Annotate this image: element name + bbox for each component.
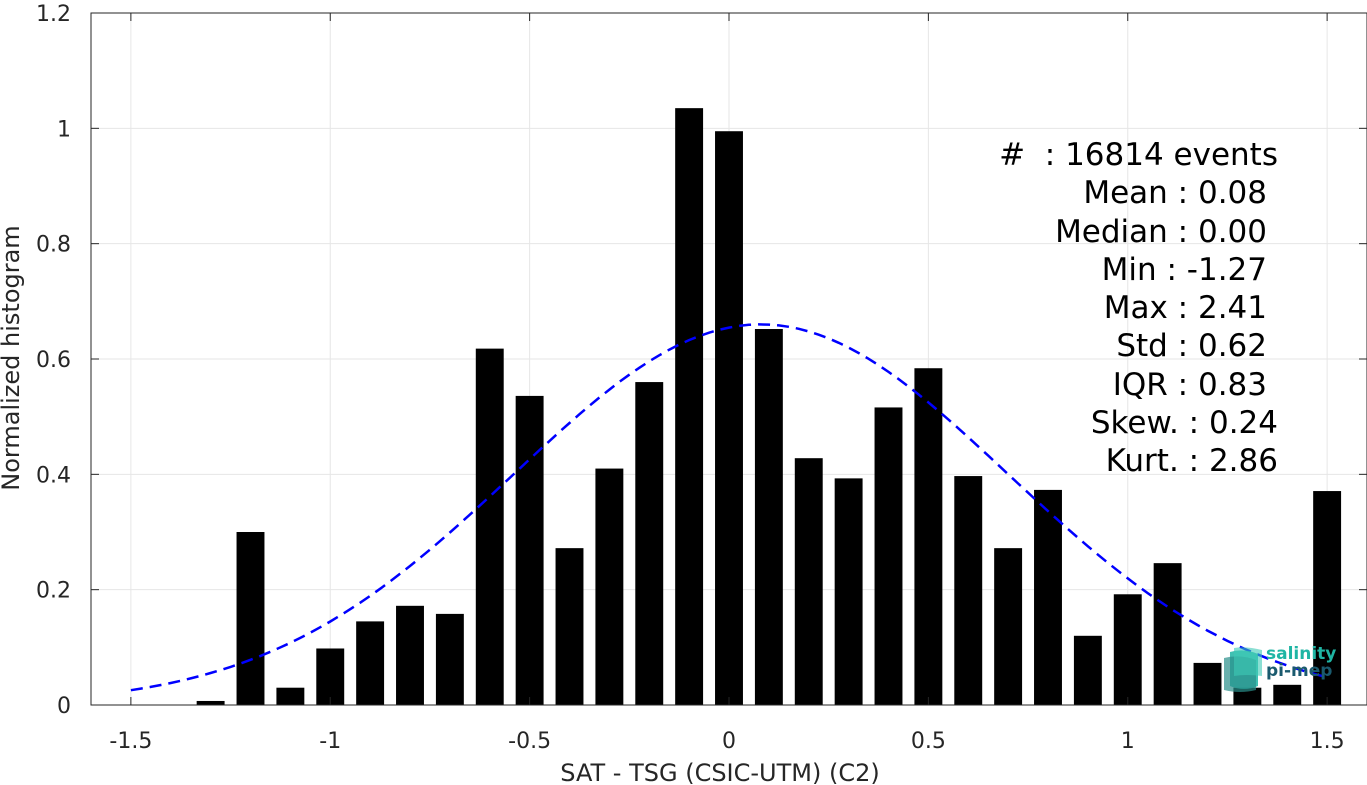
histogram-bar [1153,563,1182,705]
histogram-bar [1313,491,1342,705]
stat-std: Std : 0.62 [1116,328,1267,365]
histogram-bar [1233,687,1262,705]
stat-min: Min : -1.27 [1101,251,1267,288]
stat-max: Max : 2.41 [1103,290,1267,327]
histogram-bar [435,613,464,705]
y-tick-label: 0.8 [36,233,71,258]
y-tick-label: 0 [57,694,71,719]
histogram-bars [196,108,1342,705]
histogram-bar [1193,662,1222,705]
histogram-bar [715,131,743,705]
y-tick-label: 1.2 [36,2,71,27]
x-axis-title: SAT - TSG (CSIC-UTM) (C2) [560,759,879,785]
normal-fit-curve [130,323,1328,692]
logo-text: salinity pi-mep [1266,646,1336,680]
y-axis-title: Normalized histogram [0,225,25,490]
stat-median: Median : 0.00 [1055,213,1267,250]
x-tick-label: 1.5 [1310,729,1345,754]
histogram-bar [794,458,823,705]
x-tick-label: 0.5 [911,729,946,754]
histogram-bar [555,548,584,705]
logo-line-2: pi-mep [1266,661,1333,681]
x-axis-ticks: -1.5 -1 -0.5 0 0.5 1 1.5 [109,13,1345,754]
logo-waves-icon [1224,647,1262,692]
histogram-bar [316,648,345,705]
y-tick-label: 1 [57,117,71,142]
histogram-bar [635,382,664,705]
histogram-bar [1034,489,1062,705]
histogram-bar [914,368,943,705]
histogram-bar [994,548,1023,705]
histogram-bar [595,468,624,705]
x-tick-label: -1.5 [109,729,152,754]
histogram-bar [1273,684,1302,705]
y-tick-label: 0.6 [36,348,71,373]
histogram-bar [475,348,504,705]
stat-skew: Skew. : 0.24 [1090,405,1278,442]
histogram-bar [356,621,385,705]
y-axis-ticks: 0 0.2 0.4 0.6 0.8 1 1.2 [36,2,1367,719]
stat-iqr: IQR : 0.83 [1112,366,1267,403]
stat-mean: Mean : 0.08 [1083,175,1267,212]
stat-kurt: Kurt. : 2.86 [1105,443,1278,480]
statistics-box: # : 16814 events Mean : 0.08 Median : 0.… [900,136,1278,481]
histogram-bar [196,700,225,705]
x-tick-label: -0.5 [508,729,551,754]
y-tick-label: 0.2 [36,579,71,604]
histogram-bar [675,108,704,705]
histogram-bar [236,532,265,705]
histogram-bar [834,478,863,705]
histogram-bar [874,407,903,705]
histogram-bar [276,687,305,705]
histogram-bar [396,605,424,705]
y-tick-label: 0.4 [36,463,71,488]
histogram-bar [954,476,983,705]
x-tick-label: 0 [722,729,736,754]
histogram-bar [515,395,544,705]
x-tick-label: -1 [319,729,341,754]
salinity-pimep-logo: salinity pi-mep [1222,646,1348,694]
histogram-bar [754,329,783,705]
x-tick-label: 1 [1121,729,1135,754]
histogram-bar [1113,594,1142,705]
histogram-bar [1073,635,1102,705]
stat-events: # : 16814 events [999,137,1278,173]
logo-line-1: salinity [1266,644,1337,664]
